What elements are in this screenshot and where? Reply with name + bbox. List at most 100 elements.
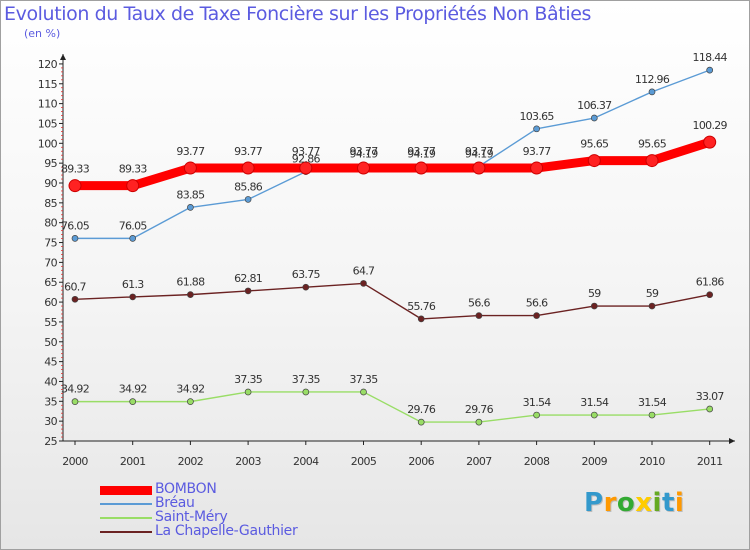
data-point-breau [187,204,194,211]
data-point-saint-mery [71,398,79,405]
data-label-breau: 76.05 [61,219,90,232]
data-label-breau: 94.19 [465,147,494,160]
legend-label-saint-mery: Saint-Méry [155,509,228,525]
y-tick-label: 100 [38,137,58,150]
series-line-la-chapelle-gauthier [74,282,711,320]
data-label-la-chapelle-gauthier: 56.6 [468,297,490,310]
data-point-breau [590,114,598,122]
legend-label-bombon: BOMBON [155,481,217,497]
legend: BOMBON Bréau Saint-Méry La Chapelle-Gaut… [100,481,360,540]
data-label-la-chapelle-gauthier: 55.76 [407,300,436,313]
data-label-breau: 92.86 [292,153,321,166]
x-axis-arrow [729,438,735,444]
y-tick-label: 70 [44,256,57,269]
y-tick-label: 60 [44,296,57,309]
data-label-breau: 112.96 [635,73,670,86]
series-line-bombon [70,137,715,191]
y-tick-label: 85 [44,197,57,210]
data-point-bombon [126,179,140,193]
data-label-bombon: 93.77 [523,145,552,158]
data-point-la-chapelle-gauthier [187,291,194,298]
x-tick-label: 2008 [524,455,550,468]
data-label-saint-mery: 31.54 [580,396,609,409]
data-label-bombon: 100.29 [693,119,728,132]
data-label-saint-mery: 29.76 [465,403,494,416]
data-point-la-chapelle-gauthier [302,283,310,291]
data-label-la-chapelle-gauthier: 61.3 [122,278,144,291]
data-point-saint-mery [187,398,194,405]
legend-label-la-chapelle-gauthier: La Chapelle-Gauthier [155,523,298,539]
data-label-la-chapelle-gauthier: 59 [646,287,659,300]
data-point-bombon [645,154,659,168]
data-point-breau [71,235,79,242]
data-label-breau: 85.86 [234,180,263,193]
data-point-la-chapelle-gauthier [71,295,79,303]
value-labels-layer: 89.33 89.33 93.77 93.77 93.77 93.77 93.77 93.77… [61,51,728,416]
chart-unit-label: (en %) [24,27,61,40]
data-label-la-chapelle-gauthier: 62.81 [234,272,262,285]
series-line-saint-mery [74,391,711,423]
data-label-saint-mery: 29.76 [407,403,436,416]
y-tick-label: 40 [44,375,57,388]
data-point-saint-mery [590,411,598,419]
data-label-breau: 76.05 [119,219,148,232]
data-point-breau [648,88,656,96]
x-tick-label: 2011 [697,455,723,468]
y-axis-arrow [60,54,66,60]
data-label-breau: 118.44 [693,51,728,64]
data-label-la-chapelle-gauthier: 64.7 [353,264,375,277]
data-point-bombon [703,135,717,149]
data-point-bombon [530,161,544,175]
data-label-saint-mery: 37.35 [292,373,321,386]
data-point-la-chapelle-gauthier [648,302,656,310]
data-label-la-chapelle-gauthier: 61.88 [176,276,205,289]
data-point-saint-mery [129,398,137,405]
data-point-la-chapelle-gauthier [244,287,252,295]
y-tick-label: 35 [44,395,57,408]
data-label-saint-mery: 34.92 [119,383,147,396]
data-point-bombon [68,179,82,193]
y-tick-label: 25 [44,435,57,448]
y-tick-label: 45 [44,356,57,369]
data-point-breau [706,66,714,74]
data-label-bombon: 89.33 [119,163,148,176]
series-saint-mery [71,388,714,426]
y-tick-label: 90 [44,177,57,190]
data-point-bombon [414,161,428,175]
series-line-breau [74,69,711,240]
legend-item-breau: Bréau [100,495,360,512]
data-point-bombon [587,154,601,168]
legend-item-saint-mery: Saint-Méry [100,509,360,526]
x-tick-label: 2005 [351,455,377,468]
x-tick-label: 2000 [62,455,88,468]
x-tick-label: 2007 [466,455,492,468]
data-point-bombon [183,161,197,175]
data-point-bombon [241,161,255,175]
data-point-la-chapelle-gauthier [590,302,598,310]
data-label-saint-mery: 37.35 [234,373,263,386]
series-la-chapelle-gauthier [71,280,714,323]
y-tick-label: 110 [38,98,58,111]
y-tick-label: 75 [44,237,57,250]
data-label-bombon: 93.77 [407,145,436,158]
y-tick-label: 120 [38,58,58,71]
proxiti-logo: Proxiti [584,488,685,518]
x-tick-label: 2010 [639,455,665,468]
data-label-breau: 83.85 [176,188,205,201]
data-point-saint-mery [360,388,367,396]
legend-swatch-saint-mery [100,517,152,519]
data-label-bombon: 95.65 [580,138,609,151]
data-point-la-chapelle-gauthier [360,280,367,287]
y-tick-label: 80 [44,217,57,230]
data-label-bombon: 93.77 [292,145,321,158]
series-breau [71,66,714,242]
data-label-la-chapelle-gauthier: 61.86 [696,276,725,289]
legend-item-bombon: BOMBON [100,481,360,498]
y-tick-label: 65 [44,276,57,289]
y-tick-label: 115 [38,78,58,91]
data-label-bombon: 93.77 [350,145,379,158]
data-label-saint-mery: 31.54 [638,396,667,409]
legend-swatch-bombon [100,486,152,495]
data-point-la-chapelle-gauthier [706,291,714,299]
legend-item-la-chapelle-gauthier: La Chapelle-Gauthier [100,523,360,540]
